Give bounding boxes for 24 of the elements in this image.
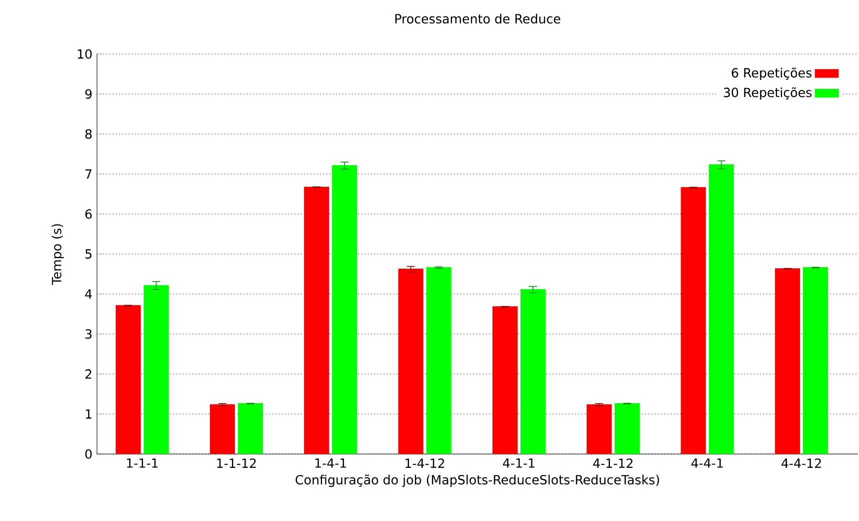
x-tick-label: 1-4-1 <box>315 458 346 468</box>
x-tick-label: 4-1-12 <box>593 458 632 468</box>
chart-title: Processamento de Reduce <box>395 14 560 24</box>
y-tick-label: 2 <box>85 369 92 379</box>
x-tick-label: 1-1-1 <box>127 458 158 468</box>
y-tick-label: 0 <box>85 449 92 459</box>
y-tick-label: 7 <box>86 169 92 179</box>
x-tick-label: 4-4-1 <box>691 458 723 468</box>
x-tick-label: 1-4-12 <box>406 458 444 468</box>
y-tick-label: 10 <box>78 49 92 59</box>
x-axis-title: Configuração do job (MapSlots-ReduceSlots-ReduceTasks) <box>296 474 660 487</box>
y-tick-label: 6 <box>85 209 92 219</box>
legend-label: 6 Repetições <box>732 68 812 80</box>
x-tick-label: 4-1-1 <box>502 458 534 468</box>
y-tick-label: 3 <box>85 329 92 339</box>
legend-label: 30 Repetições <box>724 87 812 100</box>
x-tick-label: 4-4-12 <box>782 458 821 468</box>
x-tick-label: 1-1-12 <box>217 458 256 468</box>
y-axis-title: Tempo (s) <box>52 224 64 285</box>
y-tick-label: 4 <box>85 289 92 299</box>
y-tick-label: 9 <box>85 89 92 99</box>
y-tick-label: 8 <box>85 129 92 139</box>
y-tick-label: 1 <box>86 409 92 419</box>
y-tick-label: 5 <box>85 249 92 259</box>
